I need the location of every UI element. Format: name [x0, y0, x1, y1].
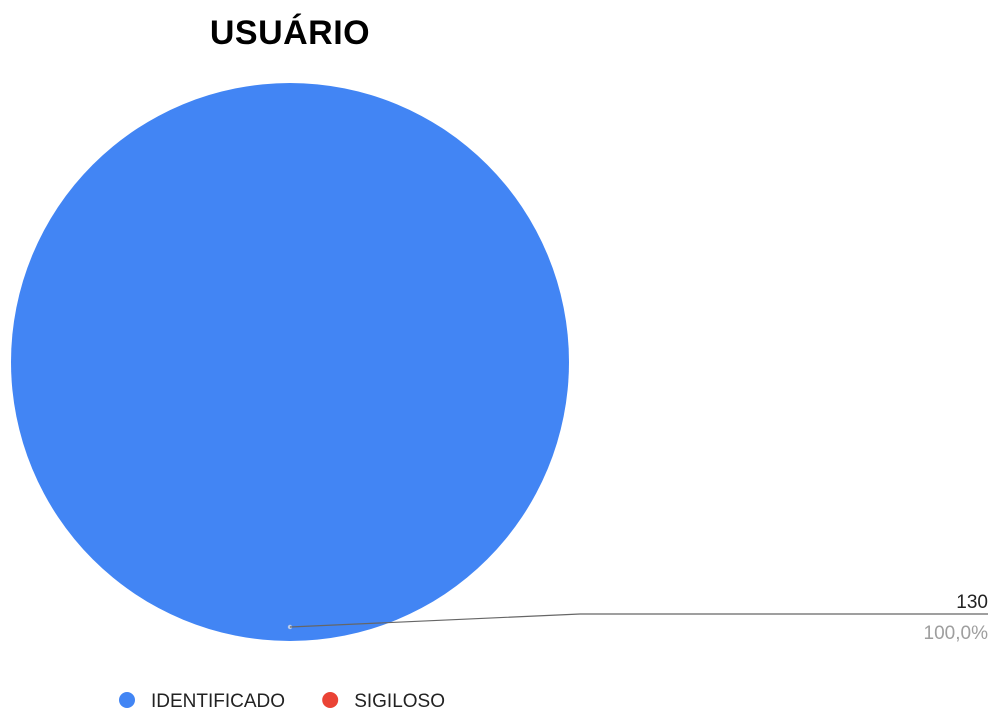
chart-title: USUÁRIO [209, 14, 371, 52]
legend-marker-sigiloso [322, 692, 339, 708]
legend-label-sigiloso: SIGILOSO [354, 691, 445, 712]
pie-slice-identificado[interactable] [11, 83, 569, 641]
legend-marker-identificado [119, 692, 135, 708]
slice-value-label: 130 [956, 592, 988, 613]
slice-percent-label: 100,0% [924, 623, 989, 644]
legend-label-identificado: IDENTIFICADO [151, 691, 285, 712]
leader-line [289, 613, 988, 628]
